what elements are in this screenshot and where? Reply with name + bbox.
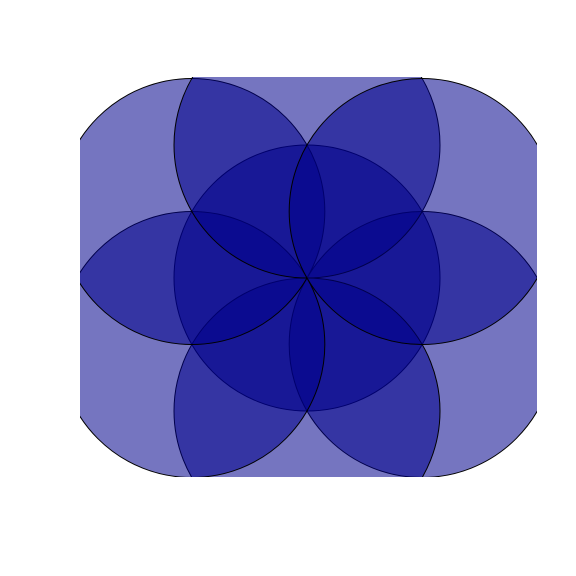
circle-group	[80, 77, 537, 477]
petal-circle-6	[288, 78, 537, 345]
